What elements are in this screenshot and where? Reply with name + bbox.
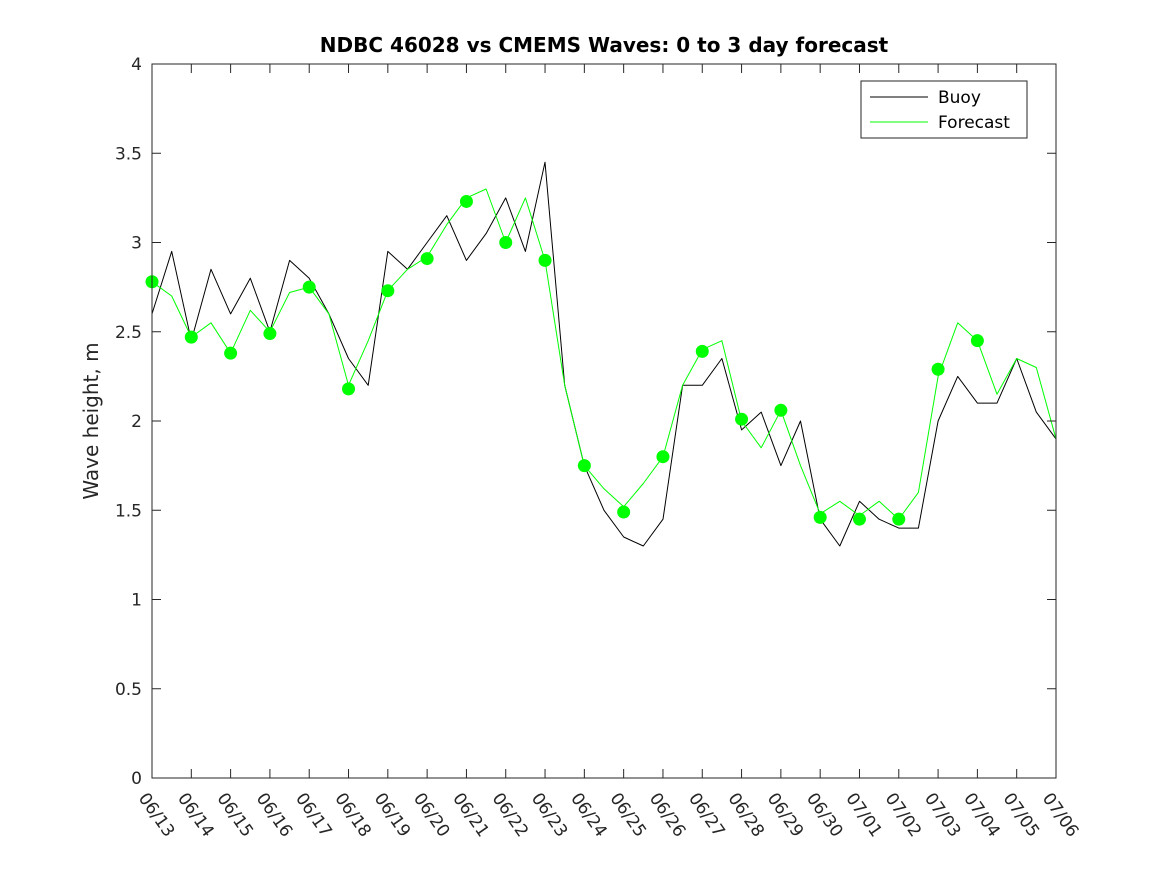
forecast-marker <box>459 194 473 208</box>
forecast-marker <box>617 505 631 519</box>
forecast-marker <box>656 450 670 464</box>
y-tick-label: 1.5 <box>115 501 142 521</box>
forecast-marker <box>774 403 788 417</box>
y-tick-label: 4 <box>131 55 142 75</box>
forecast-marker <box>892 512 906 526</box>
forecast-marker <box>970 334 984 348</box>
forecast-marker <box>538 253 552 267</box>
forecast-marker <box>184 330 198 344</box>
forecast-marker <box>931 362 945 376</box>
forecast-marker <box>381 284 395 298</box>
forecast-marker <box>420 252 434 266</box>
y-axis-label: Wave height, m <box>79 342 103 499</box>
forecast-marker <box>695 344 709 358</box>
y-tick-label: 0 <box>131 769 142 789</box>
forecast-marker <box>577 459 591 473</box>
forecast-marker <box>813 510 827 524</box>
legend-box <box>860 80 1028 139</box>
forecast-marker <box>499 236 513 249</box>
y-tick-label: 3 <box>131 234 142 254</box>
forecast-marker <box>302 280 316 294</box>
chart-title: NDBC 46028 vs CMEMS Waves: 0 to 3 day fo… <box>320 33 889 57</box>
y-tick-label: 2 <box>131 412 142 432</box>
series-line-buoy <box>151 161 1057 547</box>
plot-area <box>152 64 1056 778</box>
forecast-marker <box>263 327 277 341</box>
y-tick-label: 3.5 <box>115 144 142 164</box>
forecast-marker <box>342 382 356 396</box>
y-tick-label: 2.5 <box>115 323 142 343</box>
legend-label-forecast: Forecast <box>938 113 1010 133</box>
series-line-forecast <box>151 188 1057 520</box>
legend-label-buoy: Buoy <box>938 88 981 108</box>
forecast-marker <box>735 412 749 426</box>
forecast-marker <box>224 346 238 360</box>
y-tick-label: 1 <box>131 591 142 611</box>
legend: Buoy Forecast <box>860 80 1028 139</box>
forecast-marker <box>852 512 866 526</box>
y-tick-label: 0.5 <box>115 680 142 700</box>
